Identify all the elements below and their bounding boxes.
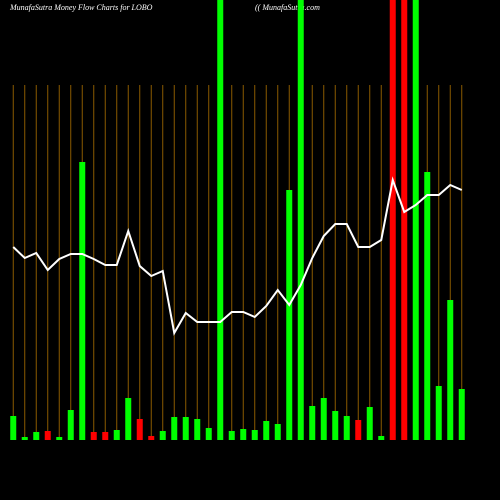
- bar: [44, 431, 51, 440]
- bar: [56, 437, 63, 440]
- bar: [113, 430, 120, 440]
- bar: [136, 419, 143, 440]
- bar: [447, 300, 454, 440]
- bar: [309, 406, 316, 440]
- bar: [286, 190, 293, 440]
- bar: [274, 424, 281, 440]
- line: [12, 176, 463, 336]
- bar: [217, 0, 224, 440]
- bar: [389, 0, 396, 440]
- bar: [67, 410, 74, 440]
- bar: [102, 432, 109, 440]
- bar: [401, 0, 408, 440]
- bar: [263, 421, 270, 440]
- bar: [125, 398, 132, 440]
- bar: [194, 419, 201, 440]
- bar: [148, 436, 155, 440]
- bar: [171, 417, 178, 440]
- bar: [182, 417, 189, 440]
- bar: [458, 389, 465, 440]
- chart-subtitle: (( MunafaSutra.com: [255, 3, 320, 12]
- bar: [424, 172, 431, 440]
- bar: [343, 416, 350, 440]
- bar: [251, 430, 258, 440]
- bar: [79, 162, 86, 440]
- bar: [320, 398, 327, 440]
- bar: [366, 407, 373, 440]
- bar: [412, 0, 419, 440]
- bar: [332, 411, 339, 440]
- bar: [90, 432, 97, 440]
- bar: [159, 431, 166, 440]
- bar: [205, 428, 212, 440]
- chart-title: MunafaSutra Money Flow Charts for LOBO: [9, 3, 153, 12]
- bar: [435, 386, 442, 440]
- bar: [297, 0, 304, 440]
- bar: [21, 437, 28, 440]
- bar: [378, 436, 385, 440]
- bar: [355, 420, 362, 440]
- bar: [33, 432, 40, 440]
- bar: [10, 416, 17, 440]
- bar: [240, 429, 247, 440]
- bar: [228, 431, 235, 440]
